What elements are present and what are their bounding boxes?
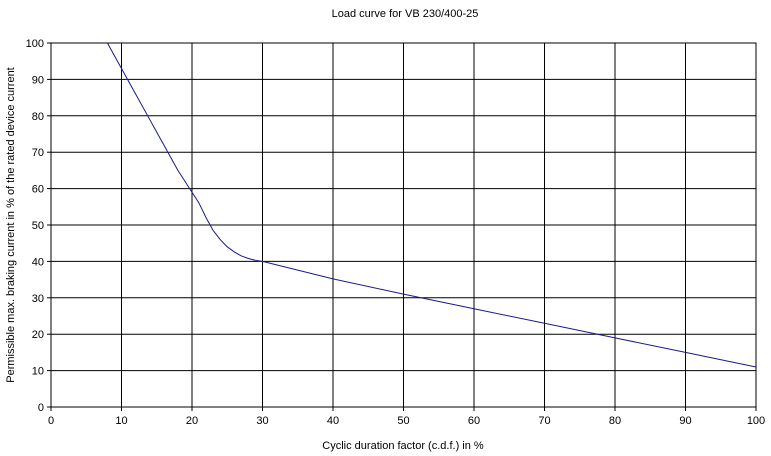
x-tick-label: 70	[538, 415, 550, 427]
x-tick-label: 100	[747, 415, 765, 427]
y-tick-label: 50	[32, 220, 44, 232]
y-axis-ticks: 0 10 20 30 40 50 60 70 80 90 100	[26, 38, 51, 414]
x-axis-ticks: 0 10 20 30 40 50 60 70 80 90 100	[48, 407, 765, 427]
x-tick-label: 30	[256, 415, 268, 427]
y-tick-label: 60	[32, 184, 44, 196]
x-tick-label: 90	[679, 415, 691, 427]
y-axis-label: Permissible max. braking current in % of…	[5, 67, 17, 382]
y-tick-label: 30	[32, 293, 44, 305]
chart-title: Load curve for VB 230/400-25	[332, 8, 479, 20]
y-tick-label: 40	[32, 256, 44, 268]
x-axis-label: Cyclic duration factor (c.d.f.) in %	[322, 440, 484, 452]
y-tick-label: 20	[32, 329, 44, 341]
y-tick-label: 90	[32, 74, 44, 86]
load-curve-line	[106, 42, 757, 368]
x-tick-label: 10	[115, 415, 127, 427]
y-tick-label: 100	[26, 38, 44, 50]
y-tick-label: 10	[32, 366, 44, 378]
grid	[50, 42, 757, 408]
x-tick-label: 0	[48, 415, 54, 427]
series-layer	[106, 42, 757, 368]
x-tick-label: 60	[468, 415, 480, 427]
x-tick-label: 20	[186, 415, 198, 427]
y-tick-label: 70	[32, 147, 44, 159]
x-tick-label: 40	[327, 415, 339, 427]
y-tick-label: 0	[38, 402, 44, 414]
x-tick-label: 50	[397, 415, 409, 427]
y-tick-label: 80	[32, 111, 44, 123]
x-tick-label: 80	[609, 415, 621, 427]
